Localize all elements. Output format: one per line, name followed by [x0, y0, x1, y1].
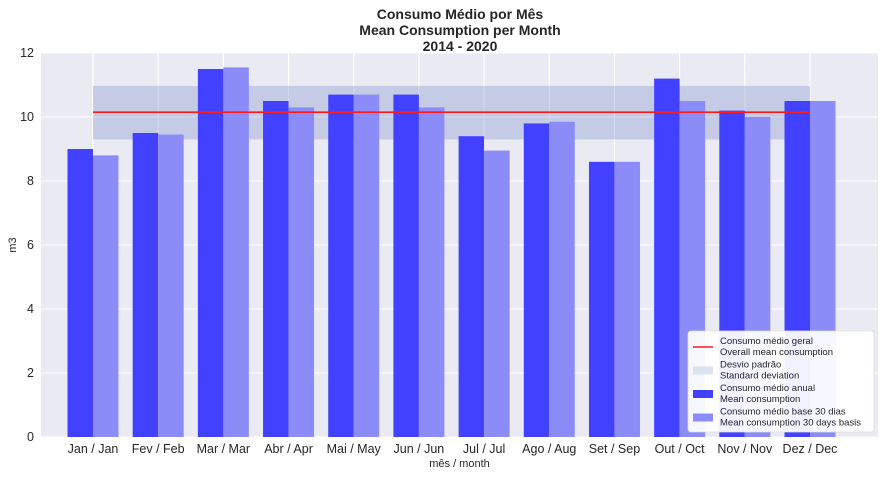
x-tick-label-7: Ago / Aug — [522, 442, 576, 456]
legend-label-4-line1: Consumo médio base 30 dias — [720, 407, 846, 418]
bar-series2-4 — [353, 94, 380, 437]
x-tick-label-0: Jan / Jan — [68, 442, 119, 456]
bar-series2-1 — [158, 134, 184, 437]
chart-title-line-1: Consumo Médio por Mês — [377, 6, 544, 22]
bar-series1-2 — [197, 69, 224, 437]
legend-box — [687, 330, 875, 433]
y-axis-label: m3 — [7, 237, 19, 252]
bar-series2-7 — [549, 121, 575, 438]
legend-marker-3 — [693, 390, 713, 398]
y-tick-label-5: 10 — [20, 110, 34, 124]
bar-series1-6 — [458, 136, 485, 437]
y-tick-label-2: 4 — [27, 302, 34, 316]
bar-series2-2 — [223, 67, 249, 438]
bar-series1-9 — [654, 78, 680, 437]
bar-series2-6 — [484, 150, 510, 437]
bar-series2-8 — [614, 161, 640, 438]
y-tick-label-6: 12 — [20, 46, 34, 60]
y-tick-label-4: 8 — [27, 174, 34, 188]
bar-series1-8 — [588, 161, 615, 438]
legend-label-3-line2: Mean consumption — [720, 394, 800, 405]
x-tick-label-8: Set / Sep — [589, 442, 640, 456]
x-tick-label-2: Mar / Mar — [197, 442, 250, 456]
bar-series2-5 — [418, 107, 445, 438]
y-tick-label-1: 2 — [27, 366, 34, 380]
legend-marker-4 — [693, 413, 713, 422]
y-tick-label-3: 6 — [27, 238, 34, 252]
bar-series1-7 — [523, 123, 550, 438]
x-tick-label-6: Jul / Jul — [463, 442, 505, 456]
y-tick-label-0: 0 — [27, 430, 34, 444]
chart-title-line-3: 2014 - 2020 — [423, 38, 498, 54]
bar-series1-3 — [263, 101, 289, 437]
x-tick-label-11: Dez / Dec — [783, 442, 838, 456]
x-axis-label: mês / month — [429, 458, 490, 470]
legend-label-2-line1: Desvio padrão — [720, 360, 781, 371]
x-tick-label-9: Out / Oct — [655, 442, 706, 456]
legend-label-4-line2: Mean consumption 30 days basis — [720, 418, 861, 429]
chart-title-line-2: Mean Consumption per Month — [359, 22, 560, 38]
x-tick-label-5: Jun / Jun — [394, 442, 445, 456]
bar-series2-3 — [288, 107, 315, 438]
x-tick-label-3: Abr / Apr — [264, 442, 313, 456]
legend-label-1-line1: Consumo médio geral — [720, 336, 813, 347]
bar-series1-0 — [67, 149, 93, 437]
bar-series1-1 — [132, 133, 159, 437]
legend-label-3-line1: Consumo médio anual — [720, 383, 815, 394]
x-tick-label-4: Mai / May — [327, 442, 382, 456]
legend-marker-2 — [693, 366, 713, 375]
bar-series2-0 — [93, 155, 119, 437]
legend-label-1-line2: Overall mean consumption — [720, 347, 833, 358]
x-tick-label-10: Nov / Nov — [717, 442, 773, 456]
x-tick-label-1: Fev / Feb — [132, 442, 185, 456]
bar-series1-5 — [393, 94, 419, 437]
legend-label-2-line2: Standard deviation — [720, 371, 799, 382]
bar-series1-4 — [328, 94, 354, 437]
